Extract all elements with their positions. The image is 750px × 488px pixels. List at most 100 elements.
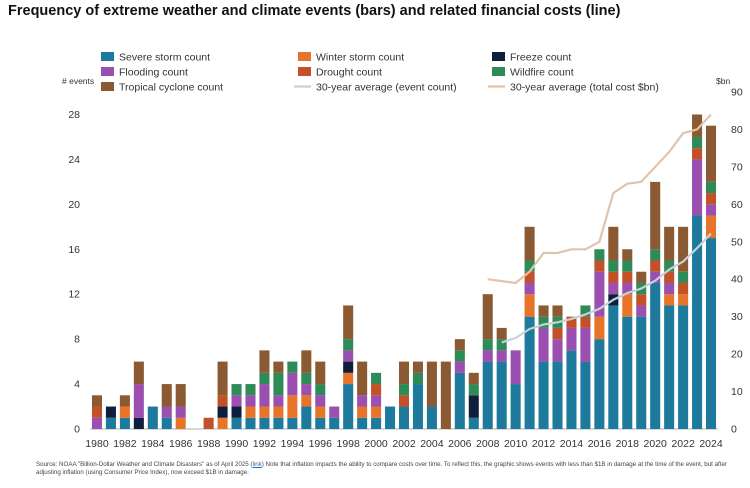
bar-segment-severe-storm-count [301, 406, 312, 429]
y-tick-label: 0 [74, 424, 80, 436]
x-tick-label: 1982 [113, 438, 137, 450]
bar-segment-wildfire-count [301, 372, 312, 385]
legend-label: Wildfire count [510, 67, 574, 79]
x-tick-label: 2024 [699, 438, 723, 450]
legend-swatch [492, 52, 505, 61]
y-tick-label: 16 [68, 244, 80, 256]
x-tick-label: 1986 [169, 438, 193, 450]
bar-segment-freeze-count [343, 361, 354, 373]
bar-segment-severe-storm-count [664, 305, 675, 429]
chart-title: Frequency of extreme weather and climate… [8, 3, 621, 19]
bar-segment-tropical-cyclone-count [315, 361, 326, 385]
bar-segment-flooding-count [259, 384, 270, 407]
bar-segment-winter-storm-count [594, 316, 605, 340]
source-link[interactable]: link [252, 461, 262, 468]
bar-segment-winter-storm-count [371, 406, 382, 418]
bar-segment-severe-storm-count [385, 406, 396, 429]
x-tick-label: 2018 [616, 438, 640, 450]
bar-segment-flooding-count [175, 406, 186, 418]
bar-segment-flooding-count [329, 406, 340, 418]
x-tick-label: 1984 [141, 438, 165, 450]
bar-segment-winter-storm-count [175, 417, 186, 429]
bar-segment-drought-count [398, 395, 410, 407]
legend-swatch [298, 52, 311, 61]
x-tick-label: 2012 [532, 438, 556, 450]
bar-segment-drought-count [705, 193, 717, 205]
bar-segment-severe-storm-count [510, 384, 521, 429]
bar-segment-winter-storm-count [664, 294, 675, 306]
bar-segment-severe-storm-count [426, 406, 437, 429]
x-tick-label: 2002 [392, 438, 416, 450]
bar-segment-tropical-cyclone-count [412, 361, 423, 373]
bar-segment-tropical-cyclone-count [357, 361, 368, 396]
x-tick-label: 2014 [560, 438, 584, 450]
bar-segment-severe-storm-count [580, 361, 591, 429]
x-tick-label: 2022 [671, 438, 695, 450]
legend-swatch [101, 52, 114, 61]
bar-segment-wildfire-count [287, 361, 298, 373]
x-tick-label: 1994 [281, 438, 305, 450]
legend-swatch [298, 67, 311, 76]
bar-segment-wildfire-count [705, 181, 717, 194]
bar-segment-wildfire-count [412, 372, 423, 385]
bar-segment-flooding-count [636, 305, 647, 317]
bar-segment-wildfire-count [454, 350, 465, 362]
axes-layer: # events $bn 048121620242801020304050607… [62, 76, 743, 450]
bar-segment-flooding-count [357, 395, 368, 407]
bar-segment-winter-storm-count [217, 417, 228, 429]
bar-segment-flooding-count [161, 406, 172, 418]
bar-segment-winter-storm-count [301, 395, 312, 407]
bar-segment-severe-storm-count [343, 384, 354, 429]
bar-segment-tropical-cyclone-count [636, 271, 647, 283]
bar-segment-freeze-count [468, 395, 479, 418]
bar-segment-freeze-count [105, 406, 116, 418]
bar-segment-wildfire-count [580, 305, 591, 317]
bar-segment-drought-count [664, 271, 675, 283]
bar-segment-tropical-cyclone-count [705, 125, 717, 182]
bar-segment-flooding-count [245, 395, 256, 407]
bar-segment-severe-storm-count [329, 417, 340, 429]
x-tick-label: 2000 [364, 438, 388, 450]
lines-layer [487, 113, 712, 344]
bar-segment-severe-storm-count [622, 316, 633, 429]
bar-segment-flooding-count [650, 271, 661, 283]
bar-segment-wildfire-count [608, 260, 619, 272]
y-tick-label: 20 [68, 199, 80, 211]
y2-tick-label: 40 [731, 274, 743, 286]
bar-segment-wildfire-count [650, 249, 661, 261]
bar-segment-tropical-cyclone-count [119, 395, 130, 407]
bar-segment-wildfire-count [468, 384, 479, 396]
legend-label: 30-year average (event count) [316, 82, 457, 94]
y2-tick-label: 70 [731, 161, 743, 173]
bar-segment-flooding-count [287, 372, 298, 396]
x-tick-label: 2004 [420, 438, 444, 450]
y2-tick-label: 90 [731, 87, 743, 99]
bar-segment-tropical-cyclone-count [133, 361, 144, 385]
bar-segment-tropical-cyclone-count [259, 350, 270, 373]
bar-segment-flooding-count [343, 350, 354, 362]
y2-tick-label: 0 [731, 424, 737, 436]
bar-segment-tropical-cyclone-count [468, 372, 479, 385]
bar-segment-severe-storm-count [496, 361, 507, 429]
bar-segment-tropical-cyclone-count [552, 305, 563, 317]
source-text-before: Source: NOAA "Billion-Dollar Weather and… [36, 461, 253, 468]
bar-segment-tropical-cyclone-count [678, 226, 689, 272]
bar-segment-severe-storm-count [594, 339, 605, 429]
bar-segment-flooding-count [538, 327, 549, 362]
bar-segment-winter-storm-count [315, 406, 326, 418]
bar-segment-winter-storm-count [273, 406, 284, 418]
bar-segment-drought-count [622, 271, 633, 283]
y2-tick-label: 50 [731, 236, 743, 248]
bar-segment-winter-storm-count [343, 372, 354, 385]
bar-segment-severe-storm-count [608, 305, 619, 429]
bar-segment-tropical-cyclone-count [608, 226, 619, 261]
bar-segment-severe-storm-count [105, 417, 116, 429]
bar-segment-drought-count [217, 395, 228, 407]
bar-segment-winter-storm-count [245, 406, 256, 418]
bar-segment-drought-count [692, 148, 703, 160]
bar-segment-winter-storm-count [705, 215, 717, 239]
y-tick-label: 28 [68, 109, 80, 121]
bar-segment-flooding-count [608, 282, 619, 295]
x-tick-label: 2006 [448, 438, 472, 450]
bars-layer [91, 114, 717, 429]
